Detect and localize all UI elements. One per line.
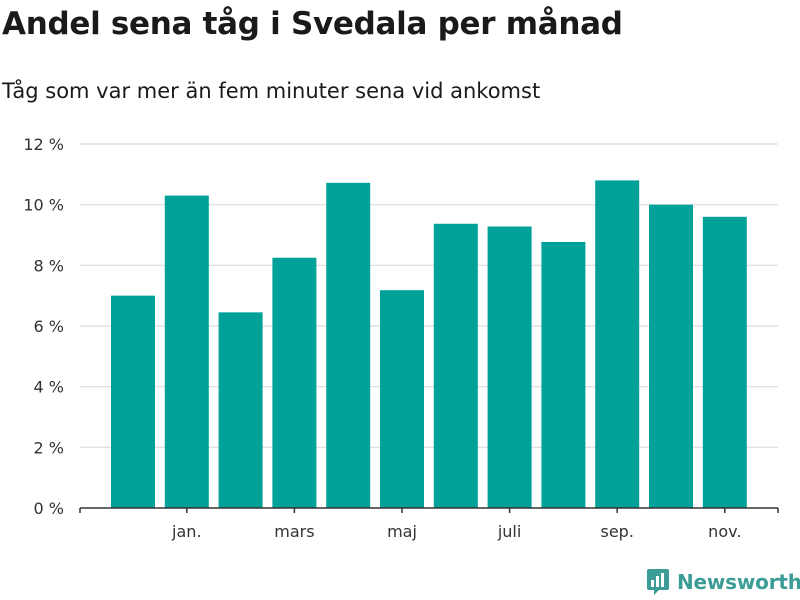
bar[interactable] <box>326 182 371 508</box>
y-tick-label: 8 % <box>34 256 64 275</box>
brand-logo[interactable]: Newsworthy <box>645 568 800 596</box>
bar[interactable] <box>487 226 532 509</box>
x-tick-label: mars <box>274 522 314 541</box>
y-tick-label: 6 % <box>34 317 64 336</box>
bar[interactable] <box>272 257 317 508</box>
chart-subtitle: Tåg som var mer än fem minuter sena vid … <box>2 79 541 103</box>
y-tick-label: 4 % <box>34 378 64 397</box>
y-tick-label: 10 % <box>23 196 64 215</box>
bar[interactable] <box>433 223 478 508</box>
x-tick-label: jan. <box>171 522 201 541</box>
bar[interactable] <box>164 195 209 509</box>
y-tick-label: 2 % <box>34 438 64 457</box>
bar[interactable] <box>595 180 640 508</box>
chart-title: Andel sena tåg i Svedala per månad <box>2 6 623 42</box>
x-tick-label: maj <box>387 522 417 541</box>
newsworthy-logo-icon <box>647 569 669 595</box>
bar[interactable] <box>111 295 155 508</box>
bar[interactable] <box>649 204 693 508</box>
bar[interactable] <box>541 241 586 508</box>
bar[interactable] <box>218 312 263 508</box>
bar[interactable] <box>380 290 424 508</box>
brand-name: Newsworthy <box>677 570 800 594</box>
bars <box>111 180 747 509</box>
bar[interactable] <box>702 216 747 509</box>
x-tick-label: juli <box>497 522 521 541</box>
y-tick-label: 12 % <box>23 135 64 154</box>
x-tick-label: sep. <box>600 522 633 541</box>
x-tick-label: nov. <box>708 522 741 541</box>
y-tick-label: 0 % <box>34 499 64 518</box>
axes: 0 % 2 % 4 % 6 % 8 % 10 % 12 % jan. mars maj juli se… <box>23 135 779 541</box>
